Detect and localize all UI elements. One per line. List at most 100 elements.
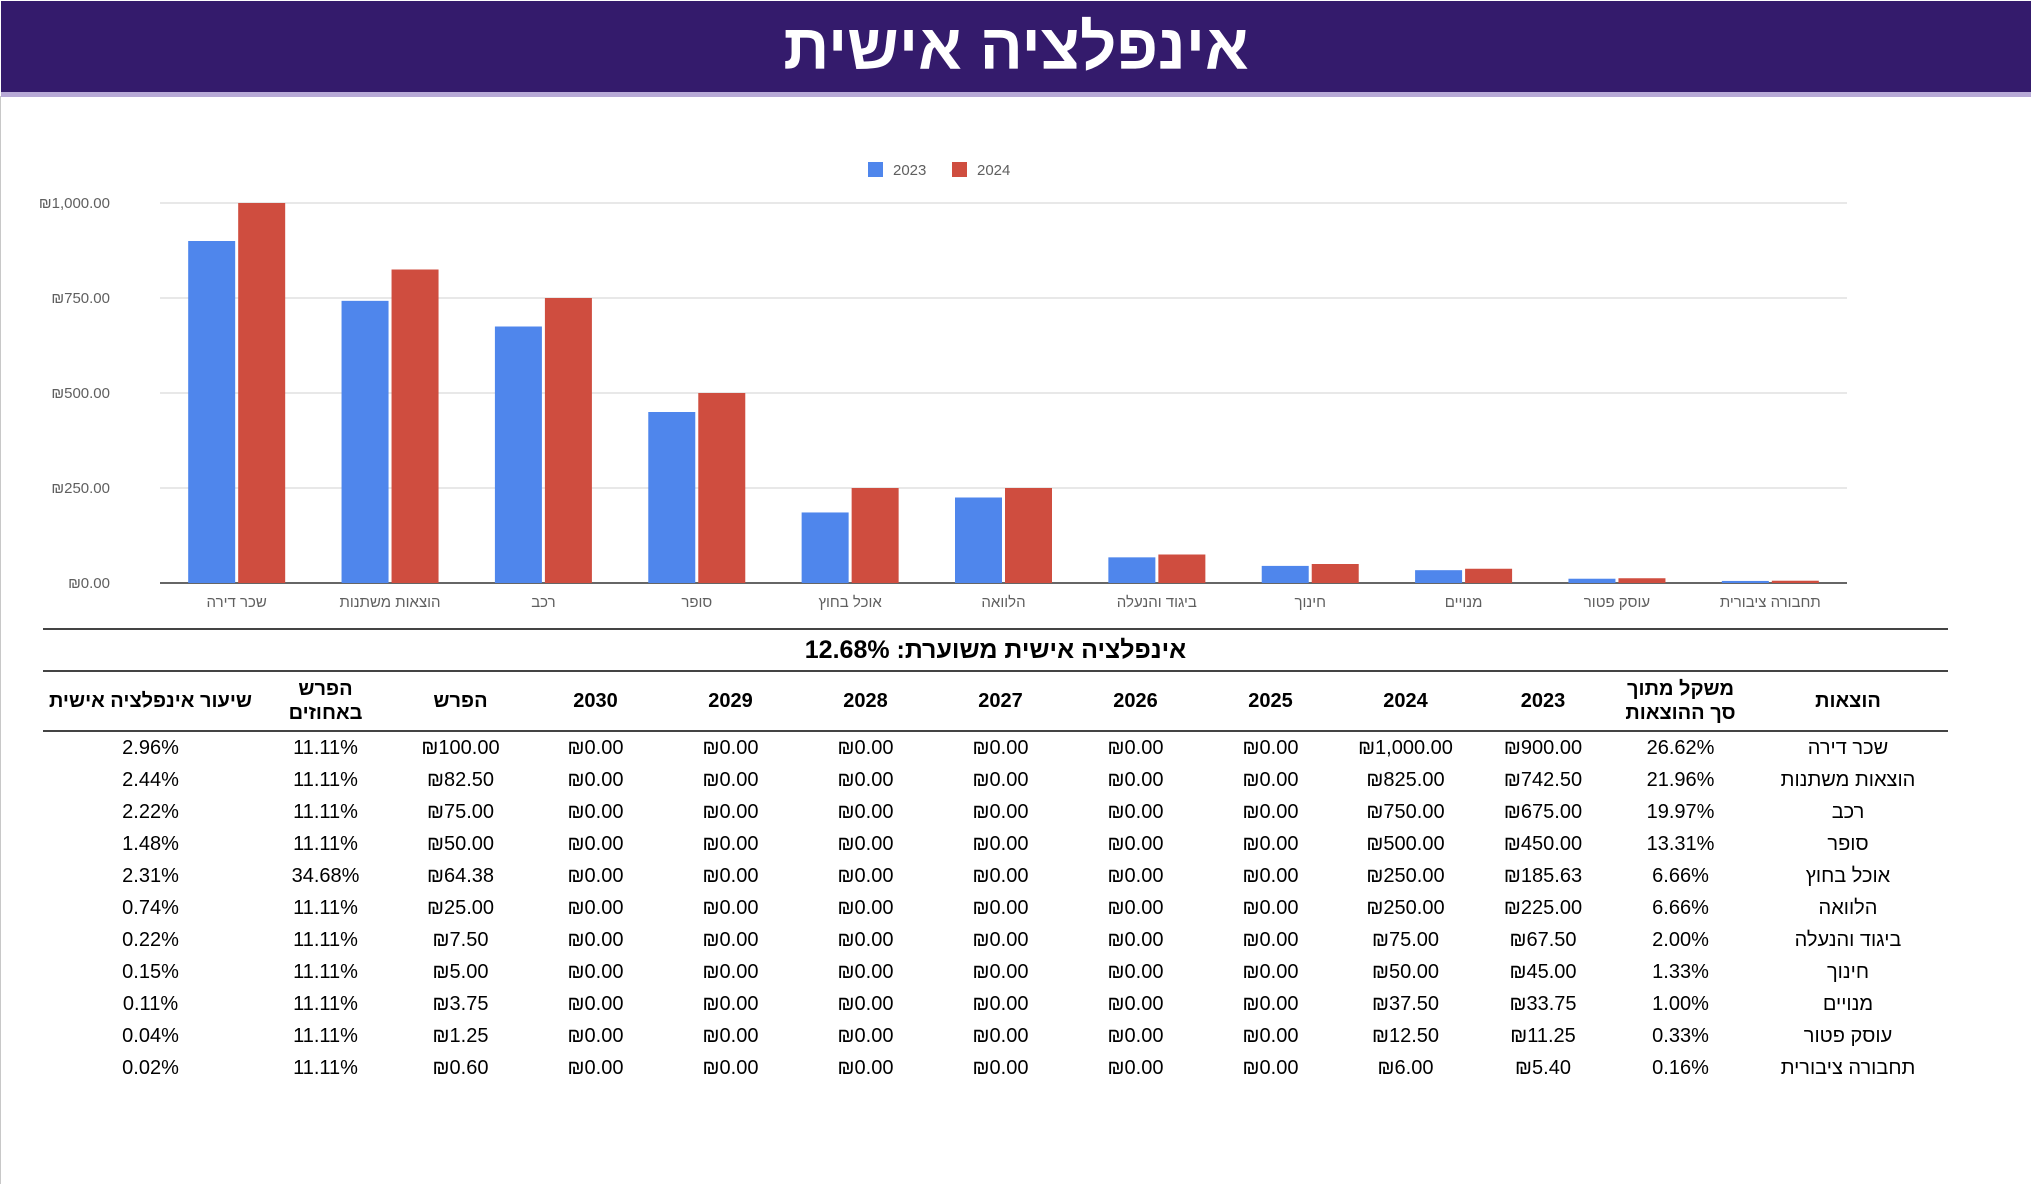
table-cell: ₪0.00: [837, 832, 894, 855]
table-cell: ₪0.00: [837, 768, 894, 791]
table-cell: ₪0.00: [702, 896, 759, 919]
table-cell: ₪0.00: [567, 800, 624, 823]
y-tick-label: ₪500.00: [51, 385, 110, 402]
table-cell: ₪0.60: [432, 1056, 489, 1079]
table-cell: 11.11%: [293, 992, 358, 1015]
table-cell: ₪0.00: [567, 864, 624, 887]
column-header: הוצאות: [1748, 672, 1948, 732]
table-cell: ₪0.00: [837, 800, 894, 823]
table-cell: ₪75.00: [426, 800, 495, 823]
table-cell: 11.11%: [293, 768, 358, 791]
table-cell: ₪6.00: [1377, 1056, 1434, 1079]
table-cell: ₪250.00: [1366, 864, 1445, 887]
bar-2024: [238, 203, 286, 583]
table-cell: ₪0.00: [1242, 1024, 1299, 1047]
table-cell: ₪0.00: [1107, 1024, 1164, 1047]
table-cell: 13.31%: [1646, 832, 1715, 855]
table-cell: ₪0.00: [837, 1024, 894, 1047]
table-cell: ₪450.00: [1503, 832, 1583, 855]
divider: [43, 670, 1948, 672]
table-cell: 26.62%: [1646, 736, 1715, 759]
bar-2023: [648, 412, 696, 583]
table-cell: 0.04%: [122, 1024, 179, 1047]
table-cell: ₪64.38: [426, 864, 495, 887]
table-cell: ₪0.00: [972, 960, 1029, 983]
table-cell: ₪45.00: [1509, 960, 1577, 983]
x-tick-label: שכר דירה: [207, 594, 267, 611]
table-cell: ₪750.00: [1366, 800, 1445, 823]
legend-label: 2023: [893, 162, 926, 179]
bar-2024: [851, 488, 899, 583]
page-border: [0, 96, 1, 1184]
table-cell: 11.11%: [293, 960, 358, 983]
table-cell: 11.11%: [293, 1056, 358, 1079]
bar-2023: [1261, 565, 1309, 583]
table-row: אוכל בחוץ 6.66% ₪185.63 ₪250.00 ₪0.00 ₪0.00 ₪0…: [43, 860, 1948, 892]
table-cell: ₪742.50: [1503, 768, 1583, 791]
table-cell: ביגוד והנעלה: [1794, 928, 1902, 951]
table-cell: ₪0.00: [1242, 1056, 1299, 1079]
table-cell: ₪225.00: [1503, 896, 1583, 919]
table-cell: ₪185.63: [1503, 864, 1583, 887]
table-cell: ₪0.00: [1242, 768, 1299, 791]
table-cell: ₪0.00: [567, 768, 624, 791]
table-cell: ₪0.00: [702, 1024, 759, 1047]
table-cell: 0.15%: [122, 960, 179, 983]
divider: [43, 628, 1948, 630]
bar-2023: [188, 241, 236, 583]
table-cell: 0.22%: [122, 928, 179, 951]
table-cell: 11.11%: [293, 800, 358, 823]
table-cell: ₪0.00: [702, 960, 759, 983]
table-cell: 19.97%: [1646, 800, 1715, 823]
bar-2024: [1005, 488, 1052, 583]
table-cell: ₪0.00: [567, 1024, 624, 1047]
table-row: הוצאות משתנות 21.96% ₪742.50 ₪825.00 ₪0.00 ₪0…: [43, 764, 1948, 796]
table-cell: ₪50.00: [1371, 960, 1440, 983]
bar-2023: [1568, 578, 1616, 583]
bar-2024: [1771, 580, 1819, 583]
column-header: הפרש באחוזים: [258, 672, 393, 732]
bar-2023: [1415, 570, 1463, 583]
table-cell: ₪0.00: [1107, 864, 1164, 887]
table-cell: ₪0.00: [567, 928, 624, 951]
table-cell: ₪3.75: [432, 992, 489, 1015]
table-cell: ₪0.00: [972, 896, 1029, 919]
table-cell: 11.11%: [293, 928, 358, 951]
table-cell: שכר דירה: [1807, 736, 1889, 759]
table-cell: ₪5.00: [432, 960, 489, 983]
table-cell: ₪0.00: [1242, 864, 1299, 887]
table-cell: ₪0.00: [837, 928, 894, 951]
table-cell: 11.11%: [293, 896, 358, 919]
table-cell: ₪50.00: [426, 832, 495, 855]
column-header: 2030: [528, 672, 663, 732]
table-cell: ₪0.00: [837, 960, 894, 983]
table-cell: חינוך: [1826, 960, 1870, 983]
table-cell: ₪1.25: [432, 1024, 489, 1047]
table-cell: ₪675.00: [1503, 800, 1583, 823]
x-tick-label: הוצאות משתנות: [340, 594, 441, 611]
table-cell: 0.11%: [122, 992, 179, 1015]
table-cell: עוסק פטור: [1803, 1024, 1893, 1047]
column-header: 2024: [1338, 672, 1473, 732]
bar-2023: [1721, 580, 1769, 583]
bar-2023: [494, 326, 542, 583]
table-cell: 0.02%: [122, 1056, 179, 1079]
table-cell: ₪67.50: [1509, 928, 1577, 951]
table-cell: ₪37.50: [1371, 992, 1440, 1015]
table-cell: 2.00%: [1652, 928, 1709, 951]
legend-swatch: [868, 162, 883, 177]
table-cell: 6.66%: [1652, 864, 1709, 887]
table-cell: ₪0.00: [702, 736, 759, 759]
bar-2024: [1158, 554, 1206, 583]
y-tick-label: ₪0.00: [68, 575, 110, 592]
table-cell: 1.33%: [1652, 960, 1709, 983]
data-table-section: אינפלציה אישית משוערת: 12.68% הוצאות משקל…: [43, 628, 1948, 1084]
table-row: חינוך 1.33% ₪45.00 ₪50.00 ₪0.00 ₪0.00 ₪0.00 ₪0.…: [43, 956, 1948, 988]
table-cell: ₪0.00: [972, 800, 1029, 823]
bar-2024: [544, 298, 592, 583]
table-cell: ₪0.00: [1107, 896, 1164, 919]
table-cell: ₪0.00: [972, 1024, 1029, 1047]
table-cell: ₪82.50: [426, 768, 495, 791]
table-cell: ₪0.00: [567, 896, 624, 919]
bar-2024: [698, 393, 746, 583]
